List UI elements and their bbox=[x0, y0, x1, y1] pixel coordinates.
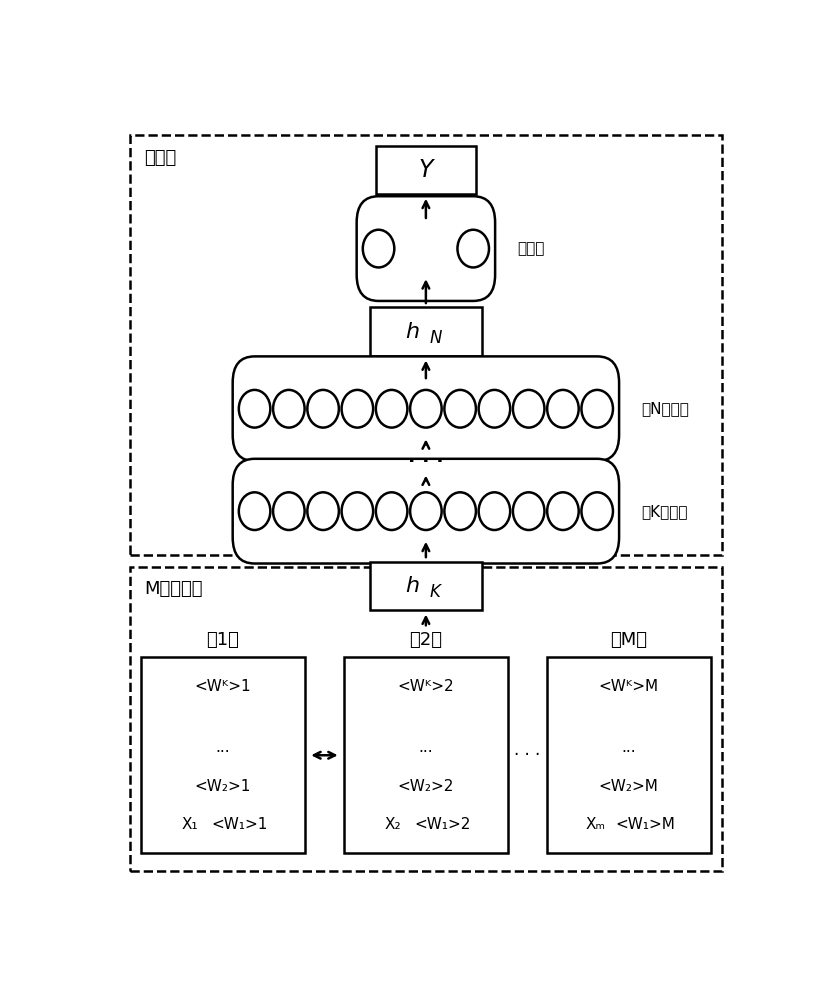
Text: <W₂>1: <W₂>1 bbox=[194, 779, 251, 794]
Bar bbox=[370, 562, 482, 610]
Bar bbox=[344, 657, 508, 853]
Bar bbox=[547, 657, 711, 853]
Text: $h$: $h$ bbox=[405, 576, 420, 596]
Bar bbox=[130, 567, 722, 871]
Text: Xₘ: Xₘ bbox=[586, 817, 606, 832]
Text: 第N个隐层: 第N个隐层 bbox=[642, 401, 690, 416]
Text: X₁: X₁ bbox=[182, 817, 199, 832]
Text: <W₁>M: <W₁>M bbox=[615, 817, 675, 832]
Text: ...: ... bbox=[419, 740, 433, 755]
Text: <Wᴷ>2: <Wᴷ>2 bbox=[397, 679, 455, 694]
Text: <W₂>M: <W₂>M bbox=[599, 779, 659, 794]
Text: · · ·: · · · bbox=[408, 452, 444, 471]
Text: · · ·: · · · bbox=[514, 746, 540, 764]
Text: Y: Y bbox=[419, 158, 433, 182]
Text: <Wᴷ>1: <Wᴷ>1 bbox=[194, 679, 251, 694]
Text: 服务器: 服务器 bbox=[144, 149, 176, 167]
Text: 输出层: 输出层 bbox=[518, 241, 545, 256]
Bar bbox=[130, 135, 722, 555]
Text: 第K个隐层: 第K个隐层 bbox=[642, 504, 688, 519]
Text: <W₁>1: <W₁>1 bbox=[211, 817, 268, 832]
Text: M个客户端: M个客户端 bbox=[144, 580, 202, 598]
Text: <Wᴷ>M: <Wᴷ>M bbox=[598, 679, 659, 694]
FancyBboxPatch shape bbox=[233, 459, 619, 564]
Text: $K$: $K$ bbox=[429, 583, 443, 601]
Text: $h$: $h$ bbox=[405, 322, 420, 342]
Text: <W₁>2: <W₁>2 bbox=[414, 817, 470, 832]
Text: $N$: $N$ bbox=[429, 329, 443, 347]
Text: ...: ... bbox=[622, 740, 636, 755]
Text: 第M方: 第M方 bbox=[610, 631, 647, 649]
Text: X₂: X₂ bbox=[385, 817, 401, 832]
Text: <W₂>2: <W₂>2 bbox=[398, 779, 454, 794]
Bar bbox=[376, 146, 476, 194]
FancyBboxPatch shape bbox=[233, 356, 619, 461]
Bar bbox=[370, 307, 482, 356]
Bar bbox=[141, 657, 305, 853]
Text: 第1方: 第1方 bbox=[207, 631, 239, 649]
Text: 第2方: 第2方 bbox=[410, 631, 442, 649]
Text: ...: ... bbox=[216, 740, 230, 755]
FancyBboxPatch shape bbox=[356, 196, 495, 301]
